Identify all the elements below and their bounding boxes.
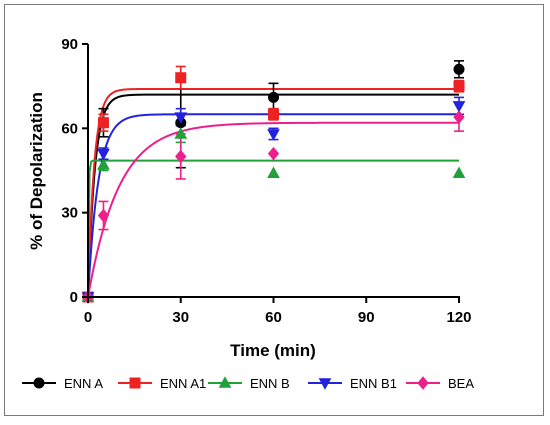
error-bars [98, 60, 464, 231]
point-enn-a1 [268, 108, 279, 120]
legend-label: ENN A [64, 376, 103, 391]
legend-item-enn-a: ENN A [22, 376, 103, 391]
point-enn-b1 [174, 112, 188, 124]
fit-curve-enn-b1 [87, 113, 459, 298]
legend-marker [417, 376, 429, 390]
point-enn-b1 [97, 148, 110, 161]
point-enn-a [268, 91, 279, 103]
point-bea [267, 146, 280, 161]
legend-label: ENN B [250, 376, 290, 391]
point-enn-b [267, 166, 280, 179]
point-enn-a1 [97, 117, 109, 129]
legend-marker [318, 378, 332, 390]
point-bea [453, 110, 465, 124]
point-enn-b1 [267, 129, 280, 141]
legend-label: ENN B1 [350, 376, 397, 391]
fit-curve-bea [87, 121, 459, 298]
y-tick-label: 90 [61, 36, 78, 53]
y-tick-label: 30 [61, 205, 78, 222]
legend-marker [33, 377, 45, 389]
point-enn-b [174, 127, 188, 139]
x-ticks: 0 30 60 90 120 [84, 297, 472, 326]
point-enn-a1 [175, 72, 187, 84]
y-axis-label: % of Depolarization [27, 92, 46, 250]
x-tick-label: 120 [446, 309, 471, 326]
legend-item-enn-b1: ENN B1 [308, 376, 397, 391]
x-tick-label: 30 [172, 309, 189, 326]
legend-marker [129, 377, 141, 389]
point-enn-b1 [452, 101, 466, 113]
legend: ENN A ENN A1 ENN B ENN B1 BEA [22, 376, 474, 391]
point-enn-a1 [453, 80, 465, 92]
legend-label: BEA [448, 376, 474, 391]
fit-curves [87, 87, 459, 298]
point-enn-b [452, 166, 466, 179]
fit-curve-enn-a [87, 93, 459, 298]
legend-marker [218, 376, 232, 388]
y-tick-label: 60 [61, 120, 78, 137]
legend-item-enn-b: ENN B [208, 376, 290, 391]
data-points [81, 63, 466, 304]
legend-label: ENN A1 [160, 376, 206, 391]
x-tick-label: 0 [84, 309, 92, 326]
x-tick-label: 60 [265, 309, 282, 326]
point-bea [97, 208, 110, 223]
fit-curve-enn-b [87, 159, 459, 298]
legend-item-enn-a1: ENN A1 [118, 376, 206, 391]
y-ticks: 0 30 60 90 [61, 36, 88, 306]
legend-item-bea: BEA [406, 376, 474, 391]
point-enn-a [453, 63, 465, 75]
figure-frame [4, 4, 544, 416]
x-axis-label: Time (min) [230, 341, 316, 360]
point-bea [175, 149, 187, 164]
point-enn-b [97, 158, 110, 170]
y-tick-label: 0 [70, 289, 78, 306]
x-tick-label: 90 [358, 309, 375, 326]
